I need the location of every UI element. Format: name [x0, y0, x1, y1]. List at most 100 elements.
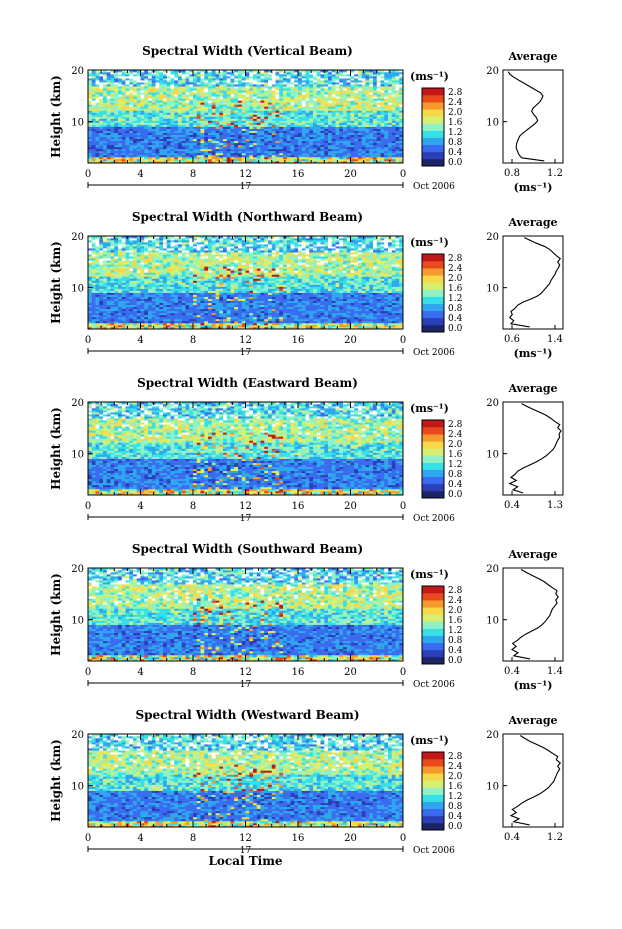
heatmap-cell: [384, 121, 388, 123]
heatmap-cell: [201, 143, 205, 145]
heatmap-cell: [163, 147, 167, 149]
heatmap-cell: [156, 309, 160, 311]
heatmap-cell: [302, 153, 306, 155]
heatmap-cell: [366, 112, 370, 114]
heatmap-cell: [253, 78, 257, 80]
heatmap-cell: [291, 114, 295, 116]
heatmap-cell: [313, 117, 317, 119]
heatmap-cell: [287, 102, 291, 104]
heatmap-cell: [309, 305, 313, 307]
heatmap-cell: [366, 145, 370, 147]
heatmap-cell: [219, 129, 223, 131]
heatmap-cell: [152, 313, 156, 315]
heatmap-cell: [354, 145, 358, 147]
heatmap-cell: [107, 129, 111, 131]
heatmap-cell: [302, 96, 306, 98]
heatmap-cell: [377, 311, 381, 313]
heatmap-cell: [216, 98, 220, 100]
heatmap-cell: [279, 98, 283, 100]
heatmap-cell: [384, 147, 388, 149]
heatmap-cell: [347, 78, 351, 80]
heatmap-cell: [324, 96, 328, 98]
heatmap-cell: [238, 104, 242, 106]
heatmap-cell: [156, 311, 160, 313]
heatmap-cell: [122, 323, 126, 325]
heatmap-cell: [227, 102, 231, 104]
heatmap-cell: [332, 74, 336, 76]
heatmap-cell: [114, 159, 118, 161]
heatmap-cell: [174, 123, 178, 125]
heatmap-cell: [294, 110, 298, 112]
heatmap-cell: [354, 139, 358, 141]
heatmap-cell: [246, 157, 250, 159]
heatmap-cell: [354, 121, 358, 123]
heatmap-cell: [381, 307, 385, 309]
heatmap-cell: [227, 112, 231, 114]
heatmap-cell: [343, 106, 347, 108]
heatmap-cell: [298, 121, 302, 123]
heatmap-cell: [339, 149, 343, 151]
heatmap-cell: [309, 321, 313, 323]
heatmap-cell: [141, 133, 145, 135]
heatmap-cell: [148, 303, 152, 305]
heatmap-cell: [171, 323, 175, 325]
heatmap-cell: [223, 159, 227, 161]
heatmap-cell: [141, 98, 145, 100]
heatmap-cell: [313, 110, 317, 112]
heatmap-cell: [163, 317, 167, 319]
heatmap-cell: [208, 110, 212, 112]
heatmap-cell: [107, 135, 111, 137]
heatmap-cell: [249, 102, 253, 104]
heatmap-cell: [294, 80, 298, 82]
heatmap-cell: [306, 110, 310, 112]
heatmap-cell: [276, 145, 280, 147]
heatmap-cell: [96, 125, 100, 127]
heatmap-cell: [366, 159, 370, 161]
heatmap-cell: [231, 317, 235, 319]
heatmap-cell: [388, 80, 392, 82]
heatmap-cell: [231, 119, 235, 121]
heatmap-cell: [201, 110, 205, 112]
heatmap-cell: [343, 323, 347, 325]
heatmap-cell: [343, 313, 347, 315]
heatmap-cell: [317, 311, 321, 313]
heatmap-cell: [321, 129, 325, 131]
heatmap-cell: [129, 309, 133, 311]
heatmap-cell: [201, 315, 205, 317]
heatmap-cell: [309, 121, 313, 123]
heatmap-cell: [103, 135, 107, 137]
heatmap-cell: [384, 104, 388, 106]
panel-1: Spectral Width (Vertical Beam)Height (km…: [49, 44, 563, 194]
heatmap-cell: [126, 315, 130, 317]
heatmap-cell: [159, 153, 163, 155]
heatmap-cell: [264, 108, 268, 110]
heatmap-cell: [129, 133, 133, 135]
heatmap-cell: [351, 315, 355, 317]
heatmap-cell: [174, 72, 178, 74]
heatmap-cell: [99, 78, 103, 80]
heatmap-cell: [141, 151, 145, 153]
heatmap-cell: [309, 131, 313, 133]
heatmap-cell: [92, 151, 96, 153]
heatmap-cell: [96, 88, 100, 90]
heatmap-cell: [392, 313, 396, 315]
heatmap-cell: [193, 78, 197, 80]
heatmap-cell: [126, 305, 130, 307]
heatmap-cell: [339, 110, 343, 112]
heatmap-cell: [279, 141, 283, 143]
heatmap-cell: [227, 98, 231, 100]
heatmap-cell: [137, 143, 141, 145]
heatmap-cell: [272, 104, 276, 106]
heatmap-cell: [201, 321, 205, 323]
heatmap-cell: [242, 86, 246, 88]
heatmap-cell: [174, 139, 178, 141]
heatmap-cell: [178, 98, 182, 100]
heatmap-cell: [242, 121, 246, 123]
heatmap-cell: [272, 102, 276, 104]
heatmap-cell: [107, 311, 111, 313]
heatmap-cell: [328, 309, 332, 311]
heatmap-cell: [133, 321, 137, 323]
heatmap-cell: [272, 88, 276, 90]
heatmap-cell: [257, 102, 261, 104]
heatmap-cell: [171, 78, 175, 80]
